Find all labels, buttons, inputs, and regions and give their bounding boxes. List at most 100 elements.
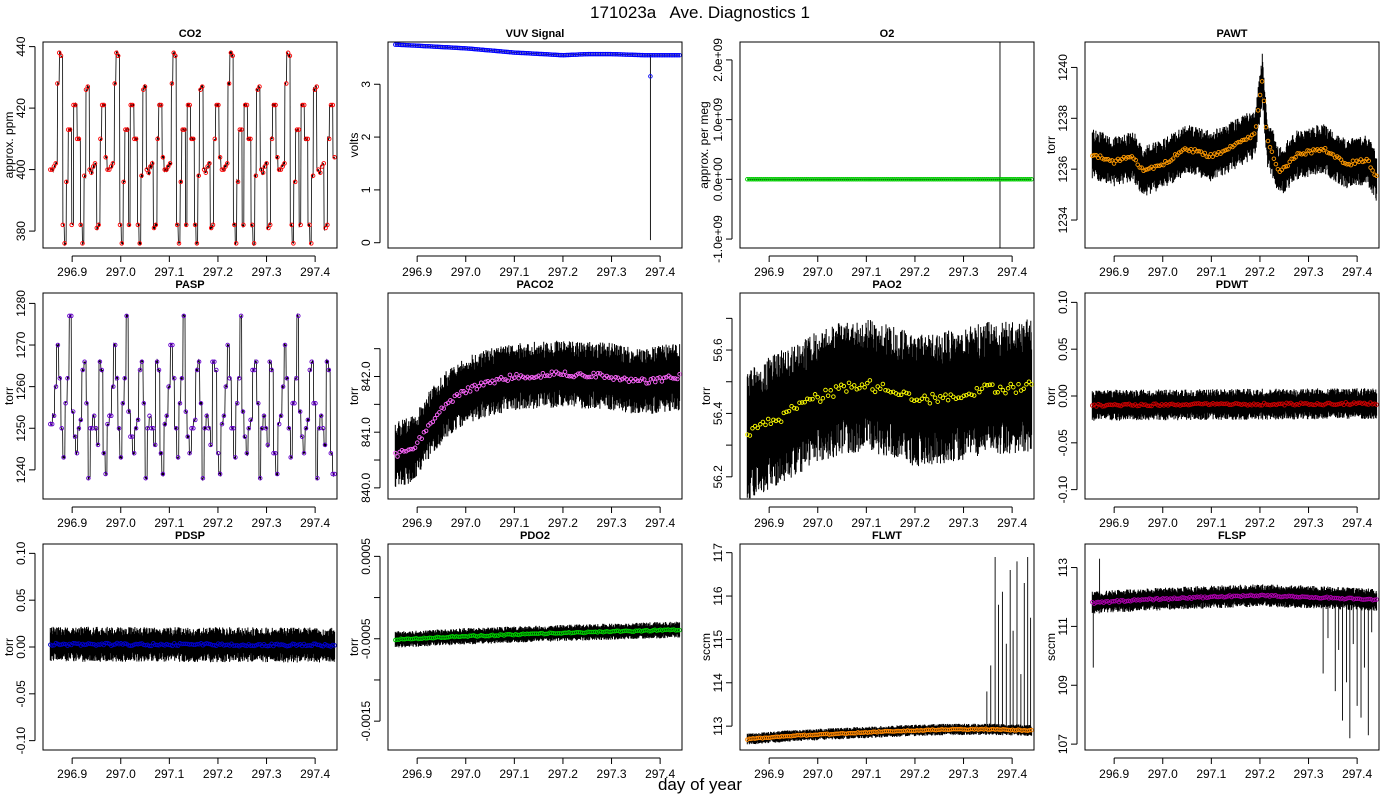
data-point	[1143, 167, 1148, 173]
data-point	[463, 390, 469, 396]
data-point	[875, 177, 881, 182]
x-tick-label: 297.4	[997, 516, 1027, 530]
data-point	[314, 84, 319, 89]
x-tick-label: 297.0	[1148, 265, 1178, 279]
data-point	[1004, 177, 1010, 182]
data-point	[1293, 155, 1298, 160]
data-point	[1247, 135, 1253, 141]
y-tick-label: 113	[1056, 558, 1070, 577]
data-point	[192, 222, 198, 228]
data-point	[114, 376, 120, 381]
y-axis: 113 114 115 116 117	[711, 543, 733, 736]
data-point	[771, 177, 777, 182]
data-point	[183, 222, 189, 228]
data-point	[494, 376, 499, 382]
data-point	[675, 376, 680, 382]
data-point	[301, 102, 307, 108]
data-point	[395, 454, 400, 459]
plot-frame	[1084, 292, 1380, 500]
data-point	[326, 367, 332, 373]
data-point	[1267, 402, 1273, 408]
data-point	[421, 429, 427, 435]
data-point	[215, 450, 221, 456]
data-point	[1200, 401, 1205, 407]
data-point	[60, 222, 66, 228]
data-point	[311, 401, 316, 406]
data-point	[818, 177, 824, 182]
y-tick-label: 0.05	[1056, 337, 1070, 361]
data-point	[459, 389, 464, 394]
plot-frame	[387, 292, 683, 500]
data-point	[745, 177, 750, 182]
data-point	[332, 471, 337, 477]
data-point	[992, 390, 998, 395]
data-point	[325, 222, 330, 228]
data-point	[943, 177, 948, 182]
y-tick-label: 0.0005	[359, 538, 373, 575]
data-point	[217, 471, 223, 477]
data-point	[778, 419, 784, 424]
data-point	[768, 421, 774, 427]
data-point	[128, 102, 133, 108]
y-tick-label: 0	[359, 239, 373, 246]
data-point	[97, 359, 103, 364]
data-point	[286, 643, 292, 649]
data-point	[556, 371, 561, 376]
panel-o2: O2 296.9 297.0 297.1 297.2 297.3 297.4 -1.0e+09…	[697, 28, 1035, 279]
data-point	[514, 371, 519, 377]
data-point	[581, 630, 587, 636]
data-point	[221, 413, 227, 419]
data-point	[263, 426, 269, 431]
data-point	[941, 177, 946, 182]
x-tick-label: 297.2	[1245, 767, 1275, 781]
data-point	[242, 102, 248, 108]
data-point	[311, 641, 316, 647]
x-tick-label: 297.2	[1245, 265, 1275, 279]
y-axis-label: volts	[347, 133, 361, 158]
data-point	[84, 401, 89, 406]
data-point	[523, 375, 528, 381]
data-point	[1340, 160, 1346, 166]
data-point	[291, 241, 296, 246]
data-point	[240, 409, 246, 414]
data-point	[242, 434, 248, 439]
data-point	[1137, 165, 1142, 170]
data-point	[822, 177, 828, 182]
data-point	[1198, 401, 1203, 407]
data-point	[538, 375, 543, 380]
y-tick-label: 56.2	[711, 465, 725, 489]
y-tick-label: 840.0	[359, 473, 373, 503]
data-point	[116, 426, 122, 431]
data-point	[1184, 402, 1189, 407]
data-point	[198, 401, 204, 406]
data-point	[520, 374, 526, 380]
data-point	[826, 177, 832, 182]
data-point	[1267, 144, 1273, 150]
data-point	[1173, 402, 1179, 408]
y-axis: 380 400 420 440	[14, 36, 36, 241]
data-point	[880, 381, 886, 387]
plot-area	[393, 621, 682, 648]
data-point	[267, 222, 273, 228]
data-point	[990, 382, 995, 387]
data-point	[278, 413, 284, 419]
data-point	[961, 177, 967, 182]
data-point	[300, 102, 305, 108]
data-point	[878, 386, 883, 392]
data-point	[257, 475, 263, 481]
data-point	[932, 395, 938, 400]
data-point	[322, 442, 328, 448]
data-point	[490, 378, 495, 384]
data-point	[963, 177, 969, 182]
data-point	[256, 401, 261, 406]
data-point	[166, 384, 171, 389]
data-point	[902, 177, 908, 182]
data-point	[1231, 401, 1236, 407]
data-point	[867, 177, 873, 182]
data-point	[617, 377, 623, 383]
data-point	[828, 388, 833, 393]
data-point	[130, 434, 135, 439]
data-point	[815, 394, 820, 400]
x-axis: 296.9 297.0 297.1 297.2 297.3 297.4	[402, 506, 675, 530]
data-point	[657, 375, 662, 380]
